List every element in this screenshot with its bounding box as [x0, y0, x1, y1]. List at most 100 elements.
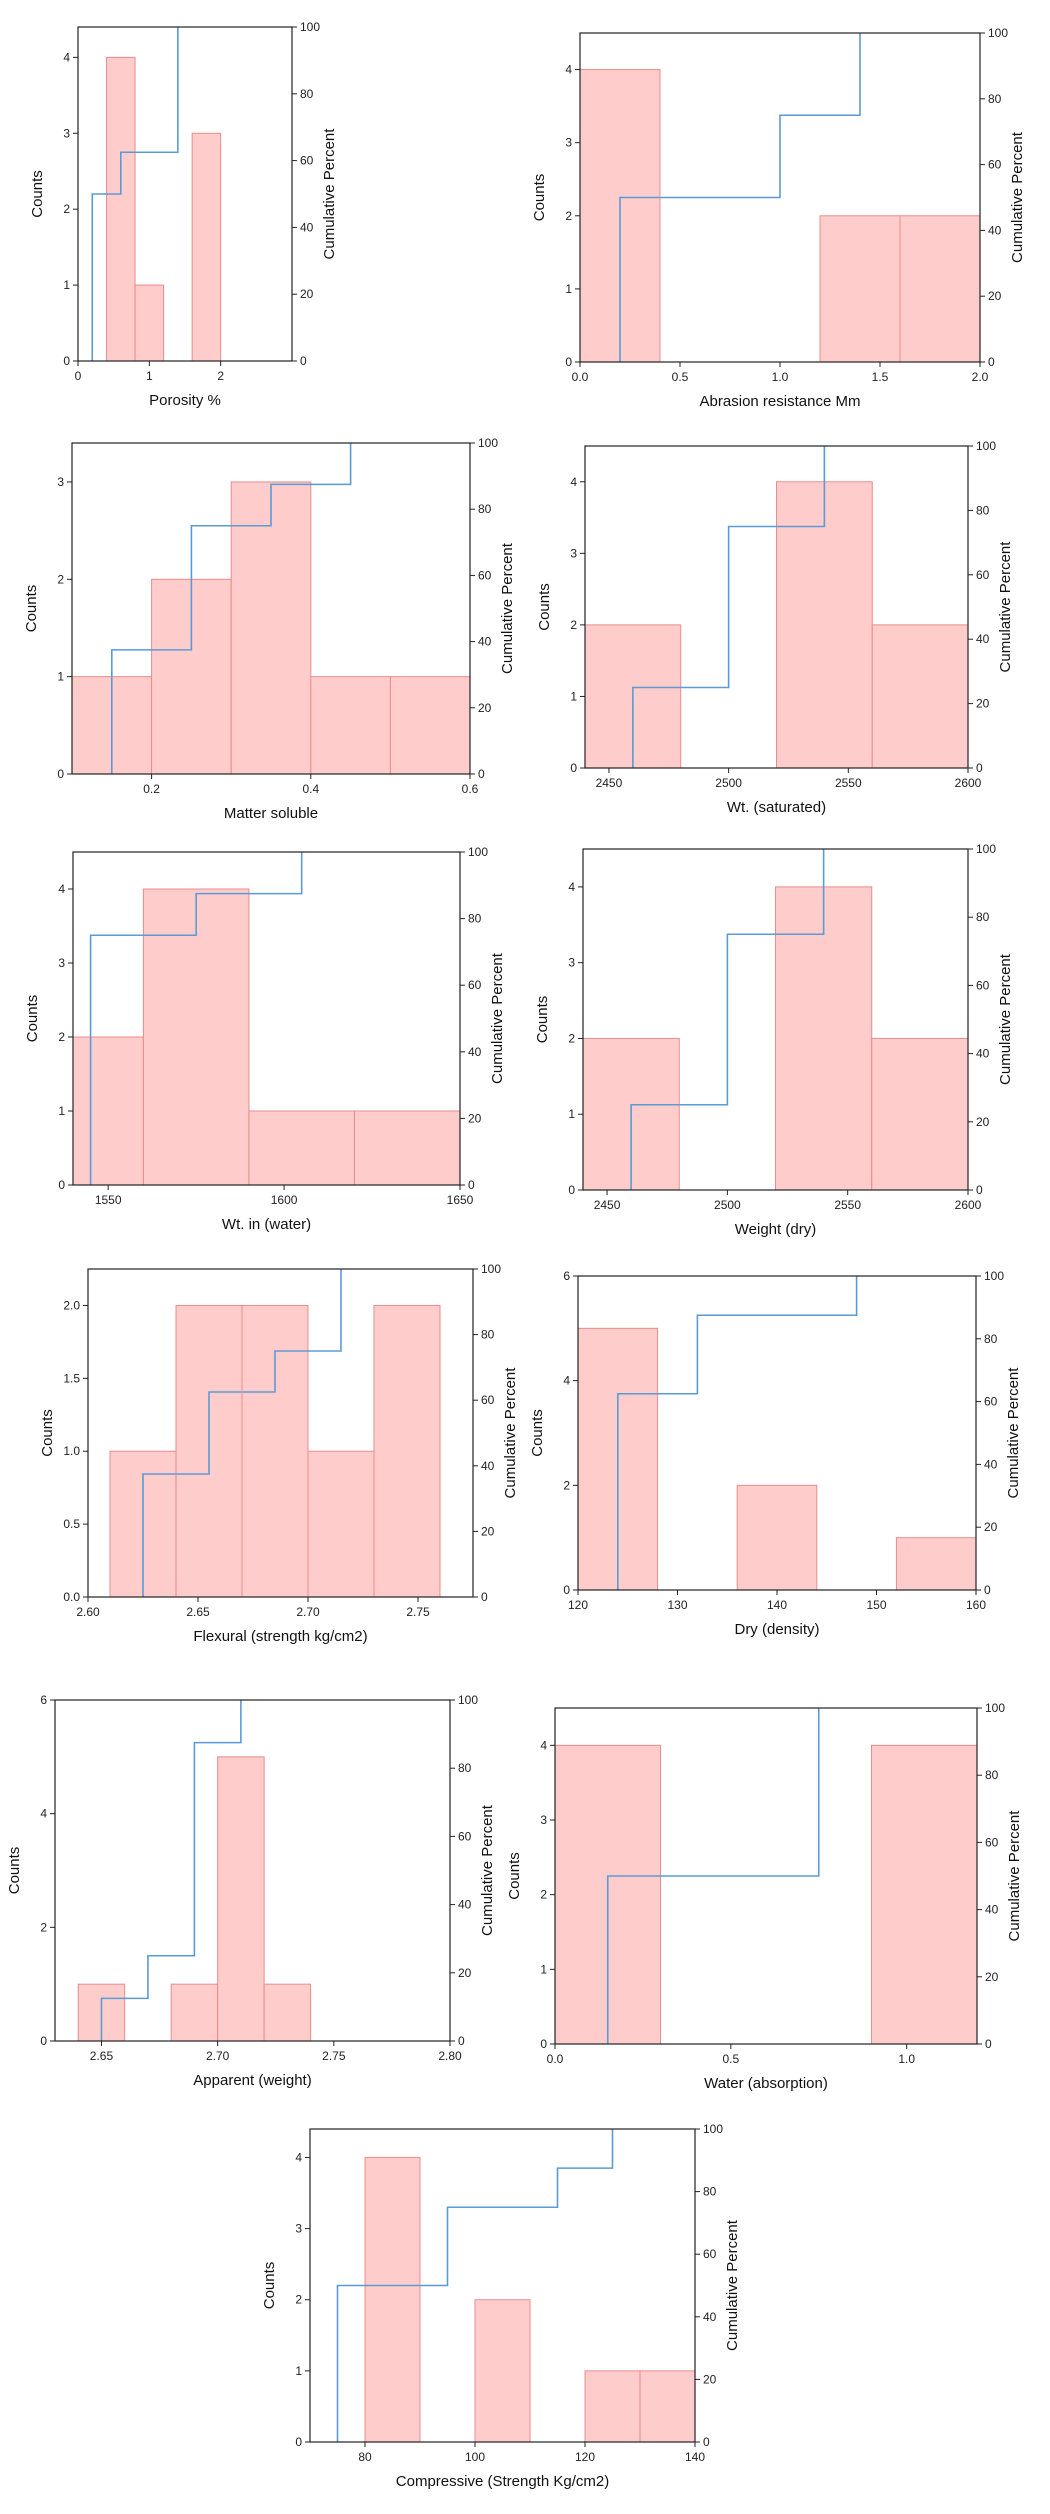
- y2-tick-label: 100: [300, 20, 320, 34]
- y2-tick-label: 100: [458, 1693, 478, 1707]
- plot-frame: [554, 1707, 978, 2045]
- y2-tick-label: 80: [478, 502, 492, 516]
- histogram-bar: [263, 1983, 312, 2042]
- x-axis-label: Weight (dry): [735, 1221, 816, 1238]
- y2-tick-label: 20: [985, 1970, 999, 1984]
- y-tick-label: 1: [568, 1107, 575, 1121]
- y2-axis-label: Cumulative Percent: [724, 2219, 741, 2351]
- y-tick-label: 2: [565, 209, 572, 223]
- histogram-bar: [736, 1484, 818, 1591]
- y-tick-label: 0: [570, 761, 577, 775]
- histogram-bar: [373, 1304, 441, 1598]
- y2-tick-label: 20: [468, 1111, 482, 1125]
- y2-tick-label: 80: [468, 912, 482, 926]
- x-axis-label: Porosity %: [149, 392, 221, 409]
- histogram-bar: [639, 2370, 696, 2443]
- y2-tick-label: 80: [703, 2185, 717, 2199]
- y-tick-label: 0: [540, 2037, 547, 2051]
- y2-axis-label: Cumulative Percent: [1009, 131, 1026, 263]
- y2-tick-label: 40: [458, 1898, 472, 1912]
- cumulative-percent-line: [617, 1276, 858, 1590]
- y2-tick-label: 100: [976, 439, 996, 453]
- histogram-bar: [241, 1304, 309, 1598]
- x-tick-label: 0: [75, 369, 82, 383]
- y2-tick-label: 60: [703, 2247, 717, 2261]
- y-tick-label: 6: [40, 1693, 47, 1707]
- x-tick-label: 2600: [955, 1198, 982, 1212]
- y-axis-label: Counts: [534, 996, 551, 1044]
- x-tick-label: 120: [575, 2450, 595, 2464]
- y-tick-label: 1.5: [63, 1371, 80, 1385]
- histogram-bar: [819, 215, 901, 363]
- y-tick-label: 4: [563, 1374, 570, 1388]
- y-tick-label: 2: [57, 572, 64, 586]
- x-tick-label: 1650: [447, 1193, 474, 1207]
- y2-tick-label: 80: [481, 1328, 495, 1342]
- cumulative-percent-line: [91, 27, 179, 361]
- histogram-chart-6: 2450 2500 2550 260001234020406080100Weight …: [534, 842, 1014, 1238]
- x-axis-label: Compressive (Strength Kg/cm2): [396, 2473, 609, 2490]
- x-tick-label: 2450: [596, 776, 623, 790]
- plot-frame: [582, 848, 969, 1191]
- x-tick-label: 2.0: [972, 370, 989, 384]
- y2-tick-label: 80: [988, 92, 1002, 106]
- y2-tick-label: 100: [976, 842, 996, 856]
- y2-tick-label: 20: [988, 289, 1002, 303]
- histogram-bar: [364, 2156, 421, 2443]
- y2-tick-label: 100: [478, 436, 498, 450]
- y-tick-label: 0: [57, 767, 64, 781]
- y2-axis-label: Cumulative Percent: [1006, 1810, 1023, 1942]
- y2-tick-label: 100: [988, 26, 1008, 40]
- x-axis-label: Wt. (saturated): [727, 799, 826, 816]
- y-tick-label: 2: [63, 202, 70, 216]
- histogram-bar: [230, 481, 312, 775]
- x-tick-label: 2550: [834, 1198, 861, 1212]
- histogram-bar: [871, 624, 969, 769]
- y-tick-label: 3: [570, 546, 577, 560]
- histogram-chart-7: 2.60 2.65 2.70 2.75 0.0 0.5 1.0 1.5 2.0 0 20 40 60 80…: [39, 1262, 519, 1645]
- x-tick-label: 160: [966, 1598, 986, 1612]
- x-tick-label: 1.5: [872, 370, 889, 384]
- y2-tick-label: 100: [468, 845, 488, 859]
- y-axis-label: Counts: [29, 170, 46, 218]
- plot-frame: [72, 851, 461, 1186]
- y-tick-label: 1: [565, 282, 572, 296]
- x-tick-label: 0.0: [572, 370, 589, 384]
- y2-tick-label: 0: [703, 2435, 710, 2449]
- y-tick-label: 1.0: [63, 1444, 80, 1458]
- y-tick-label: 2: [570, 618, 577, 632]
- y-tick-label: 2.0: [63, 1298, 80, 1312]
- x-tick-label: 0.4: [302, 782, 319, 796]
- plot-frame: [54, 1699, 451, 2042]
- plot-frame: [309, 2128, 696, 2443]
- y-tick-label: 2: [568, 1031, 575, 1045]
- cumulative-percent-line: [89, 852, 303, 1185]
- y2-axis-label: Cumulative Percent: [479, 1804, 496, 1936]
- x-tick-label: 2450: [594, 1198, 621, 1212]
- x-axis-label: Dry (density): [734, 1621, 819, 1638]
- histogram-bar: [389, 676, 471, 775]
- y2-axis-label: Cumulative Percent: [499, 542, 516, 674]
- y-axis-label: Counts: [261, 2262, 278, 2310]
- x-tick-label: 140: [767, 1598, 787, 1612]
- y-tick-label: 3: [565, 136, 572, 150]
- y-tick-label: 0.0: [63, 1590, 80, 1604]
- y-tick-label: 3: [63, 126, 70, 140]
- x-tick-label: 2.70: [296, 1605, 320, 1619]
- x-tick-label: 100: [465, 2450, 485, 2464]
- y-tick-label: 2: [540, 1888, 547, 1902]
- histogram-bar: [474, 2299, 531, 2443]
- y2-tick-label: 0: [300, 354, 307, 368]
- y2-tick-label: 80: [984, 1332, 998, 1346]
- cumulative-percent-line: [630, 849, 825, 1190]
- y2-tick-label: 80: [458, 1761, 472, 1775]
- x-tick-label: 1.0: [898, 2052, 915, 2066]
- histogram-bar: [248, 1110, 355, 1186]
- y-tick-label: 1: [540, 1962, 547, 1976]
- x-axis-label: Flexural (strength kg/cm2): [193, 1628, 367, 1645]
- y-tick-label: 0: [295, 2435, 302, 2449]
